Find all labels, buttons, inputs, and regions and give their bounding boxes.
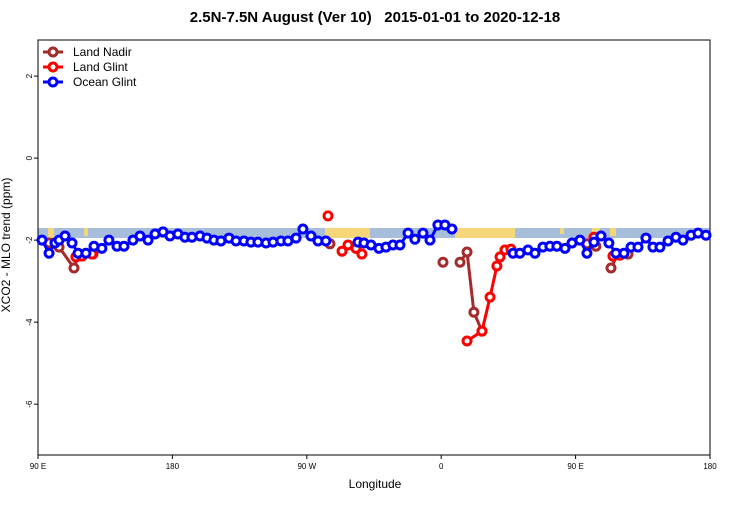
point	[700, 229, 712, 241]
ocean-strip	[38, 228, 710, 238]
point	[574, 234, 586, 246]
land-patch	[325, 228, 370, 238]
point	[290, 232, 302, 244]
point	[103, 234, 115, 246]
point	[142, 234, 154, 246]
y-tick-label: 0	[25, 155, 34, 160]
point	[356, 248, 368, 260]
point	[134, 230, 146, 242]
point	[409, 233, 421, 245]
point	[118, 240, 130, 252]
land-patch	[48, 228, 54, 238]
point	[322, 210, 334, 222]
point	[461, 335, 473, 347]
point	[59, 230, 71, 242]
point	[494, 251, 506, 263]
point	[640, 232, 652, 244]
point	[80, 247, 92, 259]
x-axis-label: Longitude	[349, 477, 402, 491]
point	[461, 246, 473, 258]
point	[595, 230, 607, 242]
series-line	[75, 243, 621, 343]
point	[424, 234, 436, 246]
legend-label: Ocean Glint	[73, 75, 137, 89]
x-tick-label: 180	[166, 462, 180, 471]
point	[677, 234, 689, 246]
land-patch	[610, 228, 616, 236]
point	[454, 256, 466, 268]
point	[588, 236, 600, 248]
point	[336, 245, 348, 257]
y-tick-label: 2	[25, 73, 34, 78]
legend-marker	[47, 46, 59, 58]
point	[446, 223, 458, 235]
legend-label: Land Nadir	[73, 45, 132, 59]
point	[605, 262, 617, 274]
x-tick-label: 90 E	[30, 462, 46, 471]
x-tick-label: 0	[439, 462, 444, 471]
point	[305, 230, 317, 242]
land-patch	[455, 228, 515, 238]
land-patch	[560, 228, 564, 234]
legend-label: Land Glint	[73, 60, 128, 74]
point	[581, 247, 593, 259]
point	[603, 237, 615, 249]
point	[36, 234, 48, 246]
point	[491, 260, 503, 272]
point	[618, 247, 630, 259]
point	[66, 237, 78, 249]
point	[297, 223, 309, 235]
point	[476, 325, 488, 337]
point	[43, 247, 55, 259]
legend-marker	[47, 61, 59, 73]
x-tick-label: 90 E	[567, 462, 583, 471]
point	[437, 256, 449, 268]
x-tick-label: 180	[703, 462, 717, 471]
point	[529, 247, 541, 259]
point	[417, 227, 429, 239]
point	[394, 239, 406, 251]
point	[402, 227, 414, 239]
chart-title: 2.5N-7.5N August (Ver 10) 2015-01-01 to …	[190, 9, 560, 26]
legend-marker	[47, 76, 59, 88]
point	[559, 242, 571, 254]
plot-frame	[37, 39, 711, 456]
y-tick-label: -6	[25, 400, 34, 408]
point	[468, 306, 480, 318]
series-line	[48, 241, 629, 332]
point	[654, 241, 666, 253]
x-tick-label: 90 W	[297, 462, 316, 471]
point	[96, 242, 108, 254]
y-tick-label: -4	[25, 318, 34, 326]
point	[320, 235, 332, 247]
point	[68, 262, 80, 274]
land-patch	[84, 228, 88, 236]
point	[632, 241, 644, 253]
point	[484, 291, 496, 303]
y-tick-label: -2	[25, 236, 34, 244]
y-axis-label: XCO2 - MLO trend (ppm)	[0, 178, 13, 313]
